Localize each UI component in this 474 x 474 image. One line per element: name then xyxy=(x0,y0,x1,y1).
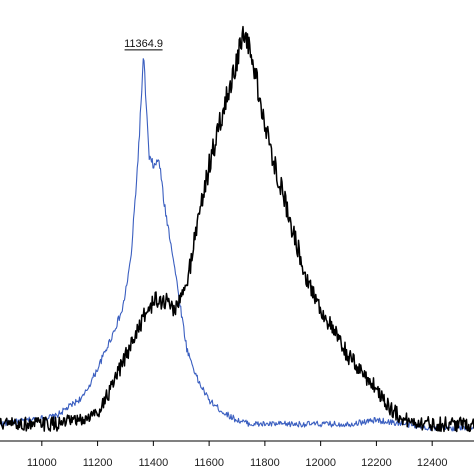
x-tick-label: 12400 xyxy=(417,457,448,469)
x-tick-label: 11000 xyxy=(27,457,57,469)
x-tick-label: 12000 xyxy=(305,457,336,469)
x-tick-label: 11600 xyxy=(194,457,224,469)
x-tick-label: 12200 xyxy=(361,457,392,469)
x-tick-label: 11200 xyxy=(83,457,113,469)
series-line-1 xyxy=(0,58,474,432)
peak-label: 11364.9 xyxy=(124,38,163,50)
peak-annotations: 11364.9 xyxy=(124,38,163,51)
x-tick-label: 11400 xyxy=(138,457,168,469)
series-line-2 xyxy=(0,25,474,433)
x-axis-ticks: 11000 11200 11400 11600 11800 12000 12200 12400… xyxy=(27,441,448,469)
x-tick-label: 11800 xyxy=(250,457,280,469)
series-layer xyxy=(0,25,474,433)
